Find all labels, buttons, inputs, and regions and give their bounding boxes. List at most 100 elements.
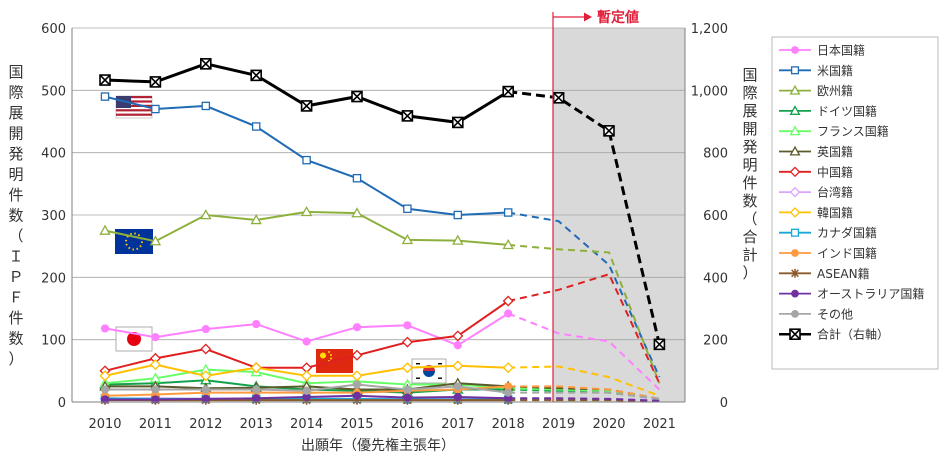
data-point — [202, 102, 209, 109]
legend-box — [772, 37, 938, 369]
data-point — [253, 395, 260, 402]
data-point — [505, 310, 512, 317]
svg-text:合: 合 — [742, 228, 757, 246]
x-tick-label: 2014 — [290, 417, 323, 432]
data-point — [152, 334, 159, 341]
svg-text:発: 発 — [742, 138, 757, 156]
svg-text:計: 計 — [742, 246, 757, 264]
data-point — [152, 386, 159, 393]
svg-text:）: ） — [8, 350, 23, 368]
svg-text:数: 数 — [8, 207, 23, 225]
legend-label: 台湾籍 — [817, 185, 853, 200]
x-tick-label: 2012 — [189, 417, 222, 432]
svg-text:）: ） — [742, 264, 757, 282]
svg-text:件: 件 — [8, 309, 23, 327]
data-point — [792, 250, 799, 257]
data-point — [403, 363, 412, 372]
svg-text:開: 開 — [8, 125, 23, 143]
data-point — [792, 290, 799, 297]
y-right-tick-label: 800 — [703, 147, 728, 162]
y-left-tick-label: 300 — [41, 209, 66, 224]
data-point — [202, 386, 209, 393]
x-axis-title: 出願年（優先権主張年） — [301, 437, 455, 454]
legend-label: その他 — [817, 307, 853, 321]
svg-text:際: 際 — [742, 84, 757, 102]
x-tick-label: 2016 — [391, 417, 424, 432]
legend-label: 韓国籍 — [817, 205, 853, 220]
x-tick-label: 2021 — [643, 417, 676, 432]
data-point — [353, 392, 360, 399]
data-point — [404, 394, 411, 401]
data-point — [303, 387, 310, 394]
data-point — [604, 126, 614, 136]
legend-label: ASEAN籍 — [817, 266, 870, 281]
data-point — [505, 389, 512, 396]
data-point — [202, 325, 209, 332]
svg-text:件: 件 — [742, 174, 757, 192]
svg-text:開: 開 — [742, 120, 757, 138]
svg-text:数: 数 — [742, 192, 757, 210]
data-point — [353, 324, 360, 331]
legend-label: 中国籍 — [817, 164, 853, 179]
x-tick-label: 2011 — [139, 417, 172, 432]
y-left-tick-label: 400 — [41, 147, 66, 162]
svg-text:Ｐ: Ｐ — [8, 268, 23, 286]
legend-label: 英国籍 — [817, 144, 853, 159]
legend-label: インド国籍 — [817, 246, 877, 261]
y-left-tick-label: 200 — [41, 271, 66, 286]
legend-label: 合計（右軸） — [817, 327, 889, 342]
data-point — [454, 383, 461, 390]
x-tick-label: 2013 — [240, 417, 273, 432]
svg-text:国: 国 — [742, 66, 757, 84]
series-line — [105, 64, 508, 123]
y-right-tick-label: 400 — [703, 271, 728, 286]
legend-label: ドイツ国籍 — [817, 103, 877, 118]
data-point — [453, 361, 462, 370]
legend-label: フランス国籍 — [817, 124, 889, 139]
data-point — [252, 363, 261, 372]
data-point — [201, 59, 211, 69]
data-point — [253, 386, 260, 393]
korea-flag-icon — [412, 359, 446, 383]
data-point — [101, 386, 108, 393]
y-right-tick-label: 1,200 — [691, 22, 728, 37]
data-point — [404, 205, 411, 212]
legend-label: 米国籍 — [817, 63, 853, 78]
svg-text:際: 際 — [8, 84, 23, 102]
data-point — [453, 117, 463, 127]
data-point — [352, 351, 361, 360]
svg-text:明: 明 — [742, 156, 757, 174]
data-point — [352, 371, 361, 380]
data-point — [303, 157, 310, 164]
x-tick-label: 2018 — [492, 417, 525, 432]
x-tick-label: 2015 — [340, 417, 373, 432]
data-point — [790, 329, 800, 339]
data-point — [251, 70, 261, 80]
data-point — [654, 339, 664, 349]
y-left-tick-label: 500 — [41, 84, 66, 99]
provisional-label: 暫定値 — [597, 9, 639, 26]
svg-text:件: 件 — [8, 186, 23, 204]
data-point — [505, 209, 512, 216]
data-point — [151, 360, 160, 369]
data-point — [454, 211, 461, 218]
legend-label: 欧州籍 — [817, 83, 853, 98]
svg-text:（: （ — [8, 227, 23, 245]
y-left-tick-label: 100 — [41, 334, 66, 349]
data-point — [100, 226, 109, 234]
svg-text:Ｉ: Ｉ — [8, 248, 23, 266]
data-point — [504, 363, 513, 372]
y-left-tick-label: 600 — [41, 22, 66, 37]
data-point — [792, 229, 799, 236]
data-point — [152, 105, 159, 112]
y-right-tick-label: 200 — [703, 334, 728, 349]
y-right-tick-label: 0 — [720, 396, 728, 411]
data-point — [101, 325, 108, 332]
legend-label: 日本国籍 — [817, 43, 865, 58]
data-point — [404, 386, 411, 393]
data-point — [353, 175, 360, 182]
data-point — [352, 92, 362, 102]
data-point — [202, 395, 209, 402]
